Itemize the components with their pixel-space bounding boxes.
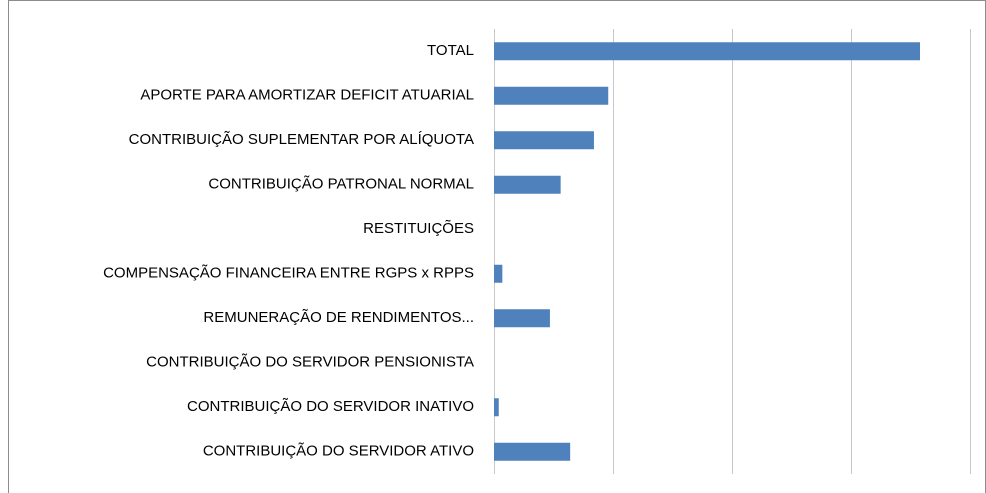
y-tick-label: RESTITUIÇÕES (363, 220, 474, 237)
y-tick-label: CONTRIBUIÇÃO PATRONAL NORMAL (208, 176, 474, 193)
bar (494, 175, 561, 194)
bar (494, 442, 571, 461)
y-tick-label: REMUNERAÇÃO DE RENDIMENTOS... (203, 309, 474, 326)
y-tick-label: CONTRIBUIÇÃO DO SERVIDOR ATIVO (203, 443, 474, 460)
bar (494, 398, 499, 417)
y-tick-label: CONTRIBUIÇÃO DO SERVIDOR INATIVO (187, 398, 474, 415)
bar (494, 309, 550, 328)
chart-frame (8, 0, 986, 493)
bar (494, 264, 503, 283)
y-tick-label: APORTE PARA AMORTIZAR DEFICIT ATUARIAL (140, 87, 474, 104)
bar (494, 42, 921, 61)
bar (494, 131, 594, 150)
y-tick-label: CONTRIBUIÇÃO DO SERVIDOR PENSIONISTA (146, 354, 474, 371)
y-tick-label: COMPENSAÇÃO FINANCEIRA ENTRE RGPS x RPPS (103, 265, 474, 282)
bar (494, 86, 609, 105)
y-tick-label: CONTRIBUIÇÃO SUPLEMENTAR POR ALÍQUOTA (129, 131, 474, 148)
y-tick-label: TOTAL (427, 42, 474, 59)
